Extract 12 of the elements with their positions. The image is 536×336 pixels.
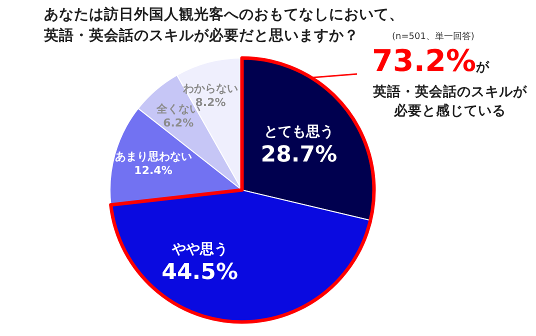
slice-label: わからない — [182, 82, 238, 96]
data-label: 6.2% — [163, 116, 194, 130]
data-label: 12.4% — [134, 164, 172, 177]
text: (n=501、単一回答) — [392, 30, 474, 43]
data-label: 28.7% — [260, 142, 338, 168]
text: 英語・英会話のスキルが必要と感じている — [372, 83, 528, 121]
text: 73.2% — [372, 44, 476, 79]
slice-label: あまり思わない — [114, 150, 192, 163]
slice-label: とても思う — [264, 124, 334, 140]
data-label: 44.5% — [162, 260, 238, 285]
text: が — [476, 60, 490, 75]
slice-label: やや思う — [170, 241, 228, 258]
